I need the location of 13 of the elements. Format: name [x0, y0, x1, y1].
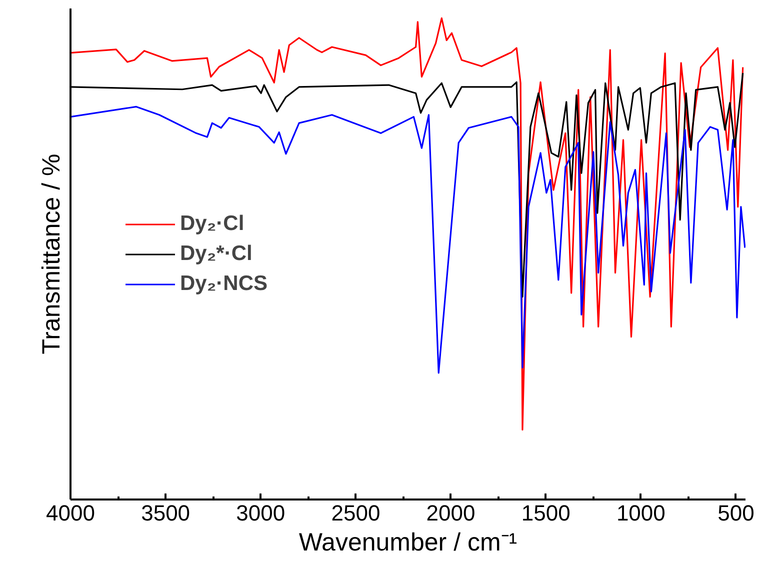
x-tick-label: 2000	[426, 500, 476, 526]
x-tick-label: 4000	[46, 500, 95, 526]
x-tick-label: 1000	[616, 500, 666, 526]
x-tick-label: 1500	[521, 500, 570, 526]
legend-label: Dy₂*·Cl	[180, 242, 252, 266]
legend-label: Dy₂·Cl	[180, 212, 244, 236]
x-tick-label: 3500	[141, 500, 190, 526]
x-tick-label: 500	[718, 500, 754, 526]
x-tick-label: 2500	[331, 500, 380, 526]
x-tick-label: 3000	[236, 500, 286, 526]
legend-label: Dy₂·NCS	[180, 272, 268, 296]
x-axis-title: Wavenumber / cm⁻¹	[298, 528, 518, 556]
y-axis-title: Transmittance / %	[38, 154, 66, 354]
